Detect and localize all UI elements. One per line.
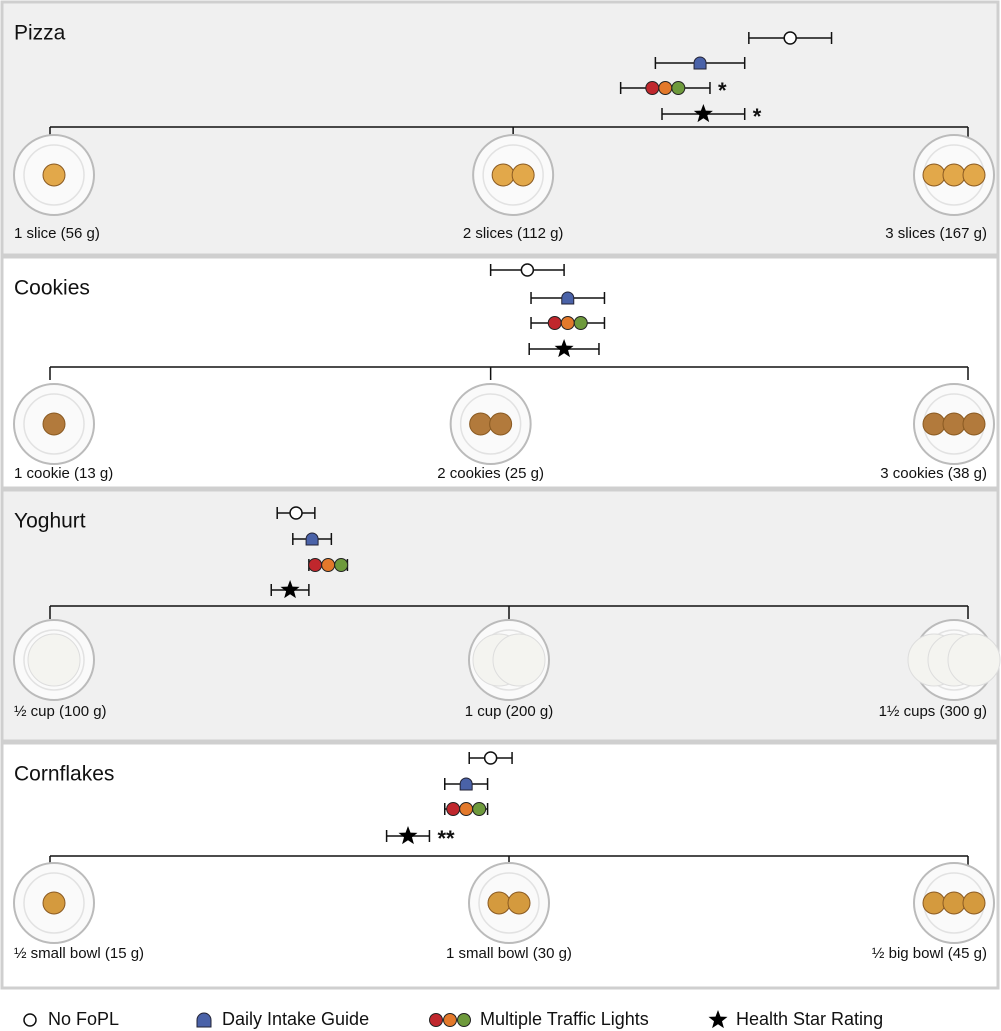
light bbox=[459, 802, 474, 816]
plate-rim bbox=[23, 393, 85, 455]
x-tick-label: 1 slice (56 g) bbox=[14, 225, 100, 242]
food bbox=[962, 163, 986, 187]
food bbox=[27, 633, 81, 687]
legend-label: Daily Intake Guide bbox=[222, 1009, 369, 1029]
food bbox=[511, 163, 535, 187]
light bbox=[658, 81, 673, 95]
light bbox=[671, 81, 686, 95]
marker bbox=[561, 291, 575, 305]
x-tick-label: ½ small bowl (15 g) bbox=[14, 945, 144, 962]
marker bbox=[645, 81, 686, 95]
annotation: * bbox=[718, 78, 727, 103]
legend-label: Multiple Traffic Lights bbox=[480, 1009, 649, 1029]
marker bbox=[547, 316, 588, 330]
x-tick-label: 2 slices (112 g) bbox=[463, 225, 564, 242]
x-tick-label: ½ big bowl (45 g) bbox=[872, 945, 987, 962]
x-tick-label: 1 small bowl (30 g) bbox=[446, 945, 572, 962]
food bbox=[947, 633, 1001, 687]
food bbox=[942, 891, 966, 915]
light bbox=[547, 316, 562, 330]
marker bbox=[520, 263, 535, 277]
legend-symbol bbox=[429, 1013, 443, 1027]
light bbox=[334, 558, 349, 572]
light bbox=[446, 802, 461, 816]
plate-rim bbox=[459, 393, 522, 455]
light bbox=[308, 558, 323, 572]
food bbox=[42, 163, 66, 187]
marker bbox=[693, 56, 707, 70]
light bbox=[560, 316, 575, 330]
light bbox=[472, 802, 487, 816]
food bbox=[942, 163, 966, 187]
legend-symbol bbox=[23, 1013, 37, 1027]
light bbox=[573, 316, 588, 330]
legend-symbol bbox=[443, 1013, 457, 1027]
marker bbox=[398, 826, 418, 845]
food bbox=[491, 163, 515, 187]
plate-rim bbox=[23, 629, 85, 691]
annotation: ** bbox=[437, 826, 455, 851]
food bbox=[492, 633, 546, 687]
x-tick-label: 1 cookie (13 g) bbox=[14, 465, 113, 482]
marker bbox=[446, 802, 487, 816]
x-tick-label: 3 slices (167 g) bbox=[885, 225, 987, 242]
legend-label: No FoPL bbox=[48, 1009, 119, 1029]
legend-label: Health Star Rating bbox=[736, 1009, 883, 1029]
food bbox=[962, 412, 986, 436]
food bbox=[42, 412, 66, 436]
food bbox=[487, 891, 511, 915]
marker bbox=[783, 31, 797, 45]
light bbox=[321, 558, 336, 572]
x-tick-label: 3 cookies (38 g) bbox=[880, 465, 987, 482]
marker bbox=[305, 532, 319, 546]
panel-title: Pizza bbox=[14, 22, 66, 45]
plate-rim bbox=[23, 144, 85, 206]
marker bbox=[693, 104, 713, 123]
marker bbox=[289, 506, 303, 520]
marker bbox=[280, 580, 300, 599]
food bbox=[922, 891, 946, 915]
food bbox=[922, 412, 946, 436]
panel-title: Cookies bbox=[14, 277, 90, 300]
light bbox=[645, 81, 660, 95]
x-tick-label: 1½ cups (300 g) bbox=[879, 703, 987, 720]
marker bbox=[554, 339, 574, 358]
panel-title: Yoghurt bbox=[14, 510, 86, 533]
food bbox=[942, 412, 966, 436]
panel-title: Cornflakes bbox=[14, 763, 114, 786]
plate-rim bbox=[482, 144, 544, 206]
plate-rim bbox=[23, 872, 85, 934]
marker bbox=[459, 777, 473, 791]
marker bbox=[483, 751, 498, 765]
panel bbox=[0, 0, 1000, 257]
legend-symbol bbox=[196, 1012, 212, 1028]
food bbox=[922, 163, 946, 187]
legend-symbol bbox=[708, 1010, 728, 1029]
legend-symbol bbox=[457, 1013, 471, 1027]
plate-rim bbox=[478, 872, 540, 934]
marker bbox=[308, 558, 349, 572]
food bbox=[42, 891, 66, 915]
food bbox=[469, 412, 493, 436]
annotation: * bbox=[753, 104, 762, 129]
food bbox=[962, 891, 986, 915]
food bbox=[507, 891, 531, 915]
x-tick-label: 1 cup (200 g) bbox=[465, 703, 553, 720]
x-tick-label: 2 cookies (25 g) bbox=[437, 465, 544, 482]
x-tick-label: ½ cup (100 g) bbox=[14, 703, 107, 720]
food bbox=[489, 412, 513, 436]
